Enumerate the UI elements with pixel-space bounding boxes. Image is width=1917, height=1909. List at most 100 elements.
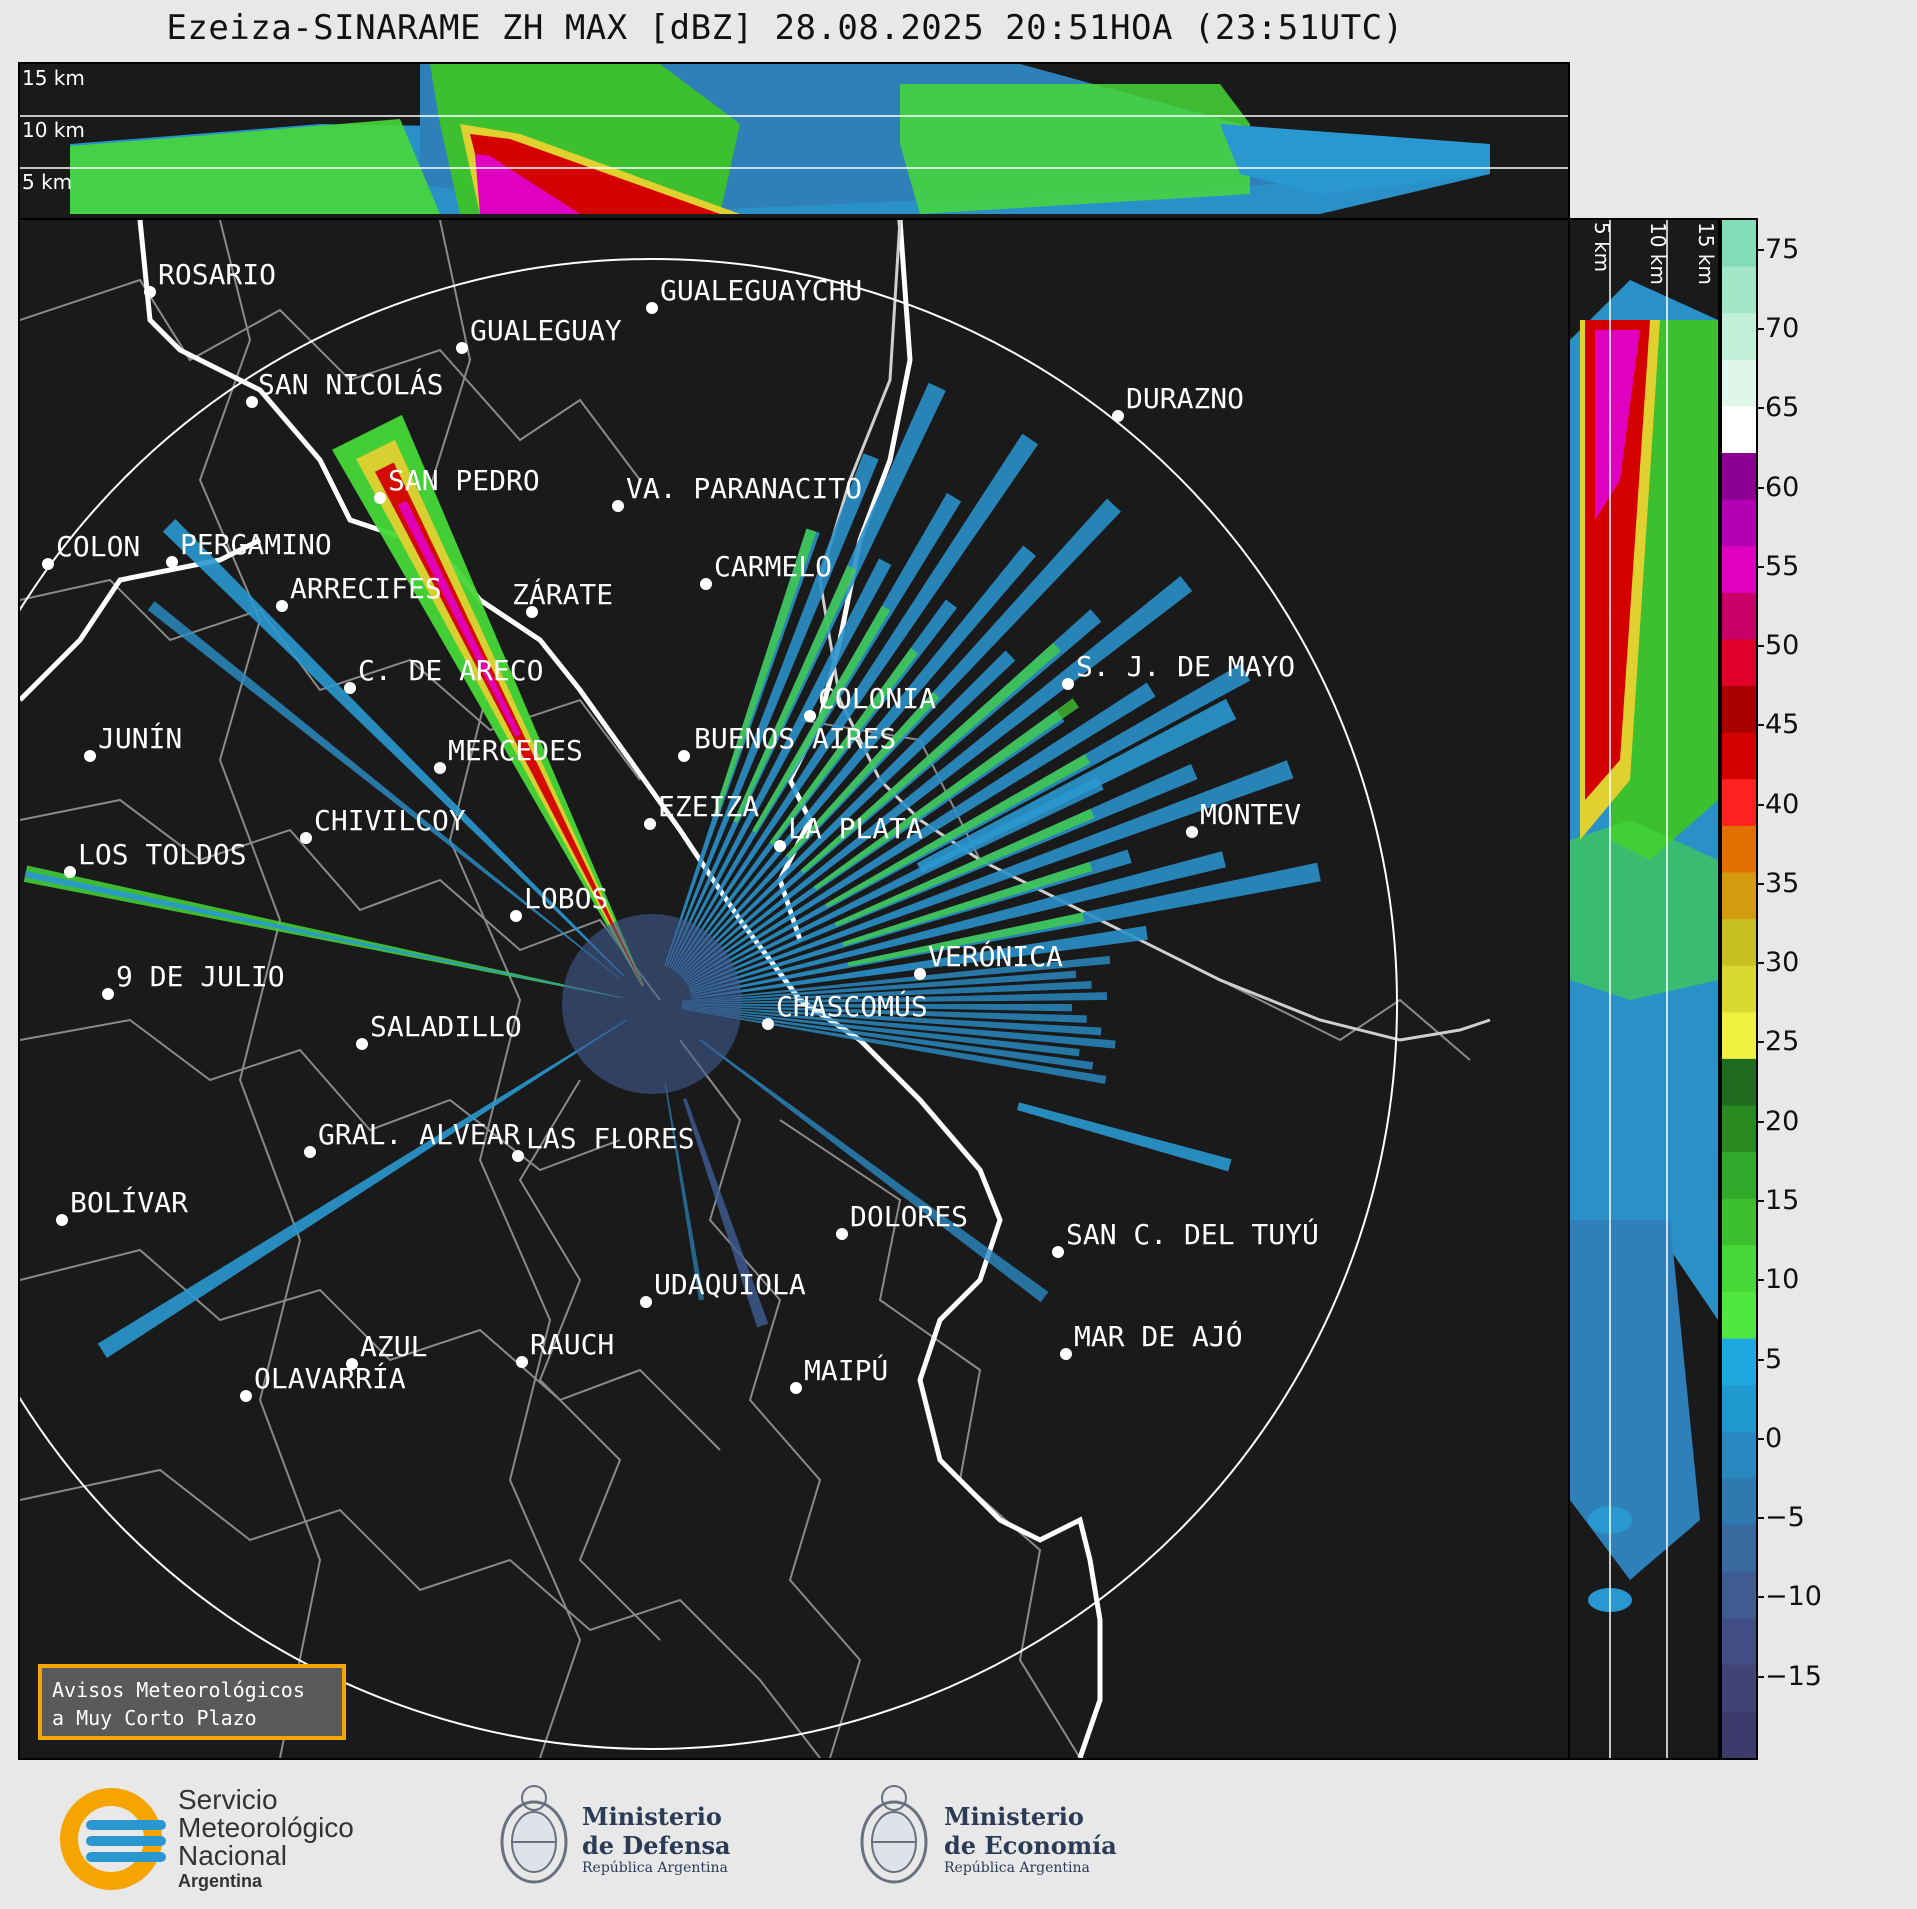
colorbar-swatch <box>1722 1338 1756 1386</box>
city-marker <box>762 1018 774 1030</box>
colorbar-tick-label: 50 <box>1765 630 1800 662</box>
city-label: ARRECIFES <box>290 572 442 605</box>
economia-logo-text: Ministerio de Economía República Argenti… <box>944 1802 1117 1876</box>
colorbar-tick-label: −5 <box>1765 1502 1805 1534</box>
colorbar-tick-label: 5 <box>1765 1343 1783 1375</box>
alt-label-v-10km: 10 km <box>1646 222 1670 285</box>
colorbar-tick <box>1756 1517 1764 1520</box>
colorbar-swatch <box>1722 1198 1756 1246</box>
radar-echo <box>680 650 1016 977</box>
radar-echo <box>842 861 1093 947</box>
colorbar-swatch <box>1722 266 1756 314</box>
city-marker <box>790 1382 802 1394</box>
city-marker <box>644 818 656 830</box>
city-marker <box>774 840 786 852</box>
city-marker <box>512 1150 524 1162</box>
radar-map-panel: ROSARIO GUALEGUAYCHU GUALEGUAY SAN NICOLÁS D… <box>18 218 1570 1760</box>
smn-logo-text: Servicio Meteorológico Nacional Argentin… <box>178 1786 354 1892</box>
radar-echo <box>681 1004 1087 1023</box>
city-label: S. J. DE MAYO <box>1076 650 1296 683</box>
city-label: BUENOS AIRES <box>694 722 897 755</box>
smn-logo-icon <box>60 1788 166 1890</box>
colorbar-tick <box>1756 803 1764 806</box>
colorbar-tick <box>1756 327 1764 330</box>
city-label: DOLORES <box>850 1200 969 1233</box>
radar-echo <box>685 682 1156 984</box>
colorbar-swatch <box>1722 779 1756 827</box>
city-marker <box>646 302 658 314</box>
colorbar-tick <box>1756 248 1764 251</box>
city-label: SAN NICOLÁS <box>258 368 444 401</box>
city-marker <box>914 968 926 980</box>
defensa-line1: Ministerio <box>582 1802 722 1831</box>
colorbar-swatch <box>1722 965 1756 1013</box>
colorbar-tick <box>1756 1041 1764 1044</box>
radar-echo <box>677 545 1036 974</box>
aviso-line2: a Muy Corto Plazo <box>52 1706 257 1730</box>
radar-echo <box>666 453 879 968</box>
colorbar-tick-label: 0 <box>1765 1422 1783 1454</box>
colorbar-tick-label: 10 <box>1765 1264 1800 1296</box>
colorbar-swatch <box>1722 592 1756 640</box>
colorbar-tick-label: 40 <box>1765 788 1800 820</box>
colorbar-tick <box>1756 1200 1764 1203</box>
escudo-defensa-icon <box>500 1785 568 1884</box>
city-markers <box>42 286 1198 1402</box>
radar-echo <box>374 462 644 987</box>
colorbar-tick-label: −10 <box>1765 1581 1822 1613</box>
colorbar-tick-label: 45 <box>1765 709 1800 741</box>
radar-echo <box>1016 1102 1232 1172</box>
colorbar-swatch <box>1722 1291 1756 1340</box>
city-label: SALADILLO <box>370 1010 522 1043</box>
city-marker <box>1112 410 1124 422</box>
footer-logos: Servicio Meteorológico Nacional Argentin… <box>0 1762 1917 1909</box>
alt-label-10km: 10 km <box>22 118 85 142</box>
city-marker <box>1062 678 1074 690</box>
city-label: CHASCOMÚS <box>776 990 928 1023</box>
radar-echoes <box>23 382 1321 1359</box>
colorbar-swatch <box>1722 1245 1756 1293</box>
city-marker <box>102 988 114 1000</box>
colorbar-swatch <box>1722 1058 1756 1107</box>
city-marker <box>678 750 690 762</box>
city-marker <box>56 1214 68 1226</box>
city-label: OLAVARRÍA <box>254 1362 406 1395</box>
colorbar-tick <box>1756 1675 1764 1678</box>
city-label: GRAL. ALVEAR <box>318 1118 521 1151</box>
escudo-economia-icon <box>860 1785 928 1884</box>
radar-echo <box>681 1004 1072 1012</box>
city-marker <box>700 578 712 590</box>
radar-echo <box>681 980 1092 1003</box>
radar-echo <box>916 698 1237 873</box>
colorbar-swatch <box>1722 453 1756 501</box>
colorbar-swatch <box>1722 1012 1756 1060</box>
echo-side-blue-lower <box>1570 1220 1700 1580</box>
city-label: CARMELO <box>714 550 833 583</box>
defensa-line3: República Argentina <box>582 1860 728 1876</box>
city-marker <box>434 762 446 774</box>
colorbar-tick-label: 75 <box>1765 233 1800 265</box>
city-label: GUALEGUAYCHU <box>660 274 863 307</box>
radar-echo <box>681 970 1077 1003</box>
city-marker <box>300 832 312 844</box>
top-cross-section-panel: 15 km 10 km 5 km <box>18 62 1570 220</box>
city-marker <box>804 710 816 722</box>
colorbar-tick-label: 55 <box>1765 550 1800 582</box>
radar-echo <box>785 691 940 859</box>
radar-echo <box>673 433 1039 972</box>
city-label: CHIVILCOY <box>314 804 466 837</box>
colorbar-tick <box>1756 882 1764 885</box>
city-label: MAR DE AJÓ <box>1074 1320 1243 1353</box>
colorbar-tick <box>1756 1358 1764 1361</box>
colorbar-swatch <box>1722 686 1756 734</box>
side-cross-section-plot <box>1570 220 1718 1758</box>
radar-echo <box>397 500 521 737</box>
city-label: DURAZNO <box>1126 382 1245 415</box>
city-label: VERÓNICA <box>928 940 1063 973</box>
colorbar-tick-label: 70 <box>1765 312 1800 344</box>
colorbar-tick <box>1756 962 1764 965</box>
city-label: AZUL <box>360 1330 428 1363</box>
echo-top-blue-right <box>1220 124 1490 194</box>
city-label: MONTEV <box>1200 798 1302 831</box>
radar-echo <box>800 642 1061 874</box>
